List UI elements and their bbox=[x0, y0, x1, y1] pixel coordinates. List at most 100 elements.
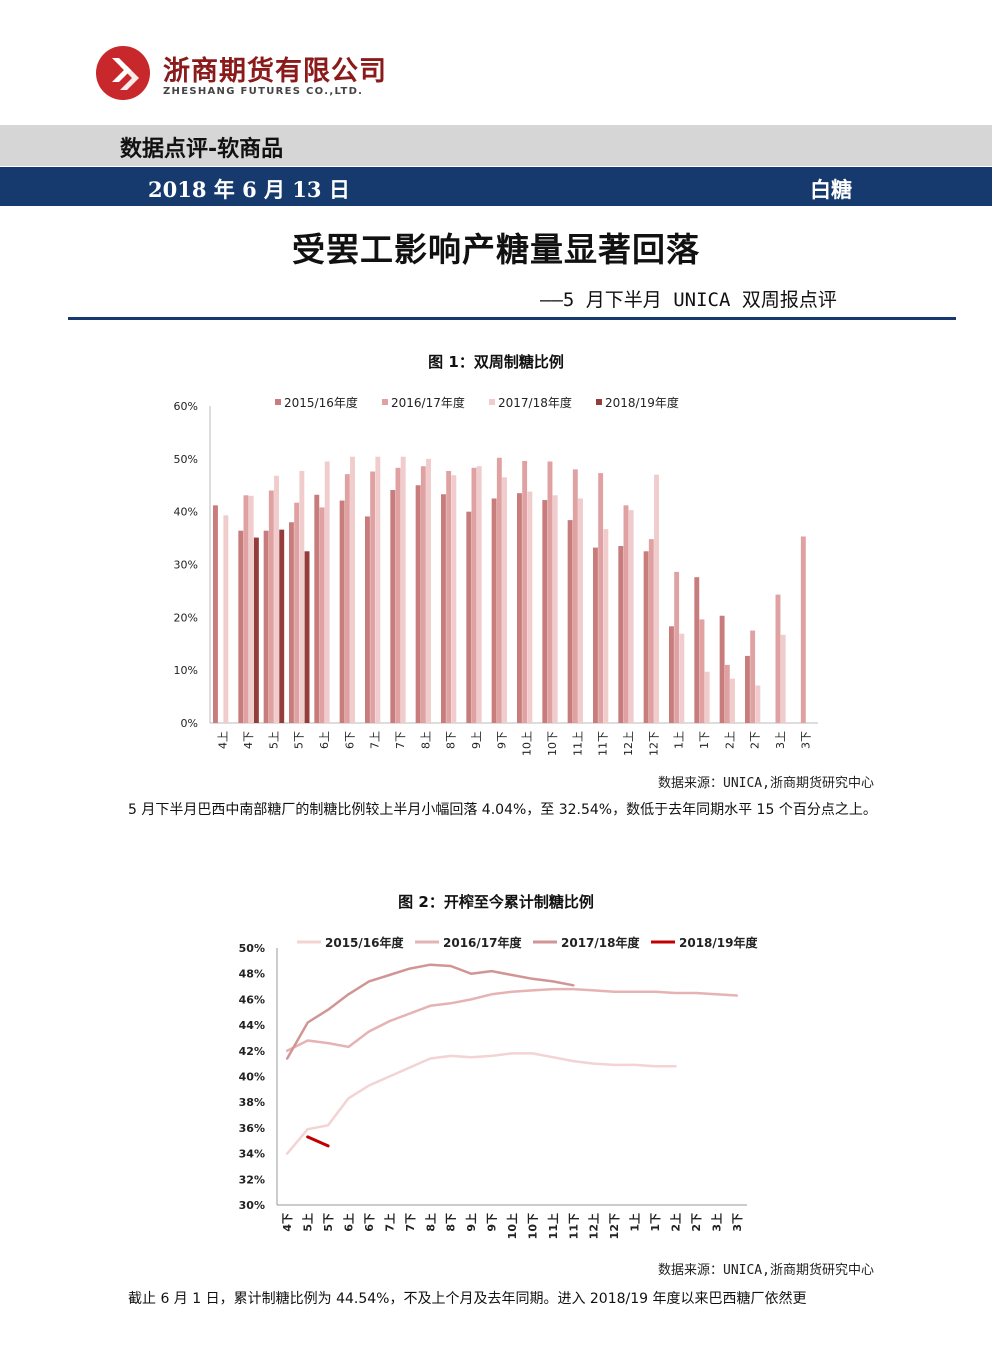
bar-2 bbox=[395, 467, 401, 723]
bar-1 bbox=[593, 547, 598, 723]
bar-3 bbox=[603, 529, 609, 723]
y-tick-label: 60% bbox=[174, 400, 198, 413]
date-band bbox=[0, 167, 992, 206]
bar-3 bbox=[527, 491, 533, 723]
bar-1 bbox=[263, 530, 269, 723]
x-tick-label: 11上 bbox=[571, 731, 584, 756]
legend-swatch bbox=[596, 399, 602, 405]
x-tick-label: 6上 bbox=[342, 1213, 356, 1232]
x-tick-label: 7上 bbox=[382, 1213, 396, 1232]
x-tick-label: 8下 bbox=[445, 1213, 458, 1232]
x-tick-label: 5下 bbox=[293, 731, 306, 749]
bar-3 bbox=[679, 633, 685, 723]
x-tick-label: 3上 bbox=[774, 731, 787, 749]
bar-1 bbox=[289, 522, 294, 723]
product-label: 白糖 bbox=[810, 178, 852, 202]
x-tick-label: 6下 bbox=[343, 731, 356, 749]
bar-2 bbox=[800, 536, 806, 723]
bar-2 bbox=[775, 594, 781, 723]
bar-2 bbox=[547, 461, 553, 723]
bar-1 bbox=[542, 500, 548, 723]
x-tick-label: 8上 bbox=[419, 731, 432, 749]
y-tick-label: 34% bbox=[239, 1148, 265, 1161]
x-tick-label: 5上 bbox=[267, 731, 280, 749]
bar-3 bbox=[324, 461, 330, 723]
bar-2 bbox=[268, 490, 274, 723]
bar-1 bbox=[618, 546, 624, 723]
bar-2 bbox=[699, 619, 705, 723]
legend-label: 2015/16年度 bbox=[325, 935, 404, 950]
x-tick-label: 9下 bbox=[486, 1213, 499, 1232]
y-tick-label: 30% bbox=[239, 1199, 265, 1212]
y-tick-label: 10% bbox=[174, 664, 198, 677]
legend-swatch bbox=[382, 399, 388, 405]
bar-2 bbox=[750, 630, 756, 723]
x-tick-label: 4下 bbox=[281, 1213, 294, 1232]
category-label: 数据点评-软商品 bbox=[120, 137, 284, 162]
bar-1 bbox=[567, 520, 573, 723]
bar-3 bbox=[730, 678, 735, 723]
y-tick-label: 38% bbox=[239, 1096, 265, 1109]
company-name-en: ZHESHANG FUTURES CO.,LTD. bbox=[163, 86, 364, 97]
x-tick-label: 9上 bbox=[464, 1213, 478, 1232]
bar-4 bbox=[279, 529, 285, 723]
bar-1 bbox=[441, 494, 446, 723]
bar-3 bbox=[704, 671, 710, 723]
legend-label: 2018/19年度 bbox=[605, 395, 679, 410]
x-tick-label: 12下 bbox=[647, 731, 660, 756]
x-tick-label: 7下 bbox=[404, 1213, 417, 1232]
x-tick-label: 1下 bbox=[649, 1213, 662, 1232]
figure2-title: 图 2：开榨至今累计制糖比例 bbox=[398, 893, 594, 911]
bar-3 bbox=[552, 495, 558, 723]
x-tick-label: 5下 bbox=[322, 1213, 335, 1232]
y-tick-label: 20% bbox=[174, 611, 198, 624]
title-divider bbox=[68, 317, 956, 320]
x-tick-label: 11上 bbox=[546, 1213, 560, 1239]
bar-3 bbox=[476, 466, 482, 723]
bar-3 bbox=[628, 510, 634, 723]
bar-2 bbox=[572, 469, 578, 723]
bar-3 bbox=[578, 498, 583, 723]
legend-label: 2015/16年度 bbox=[284, 395, 358, 410]
y-tick-label: 36% bbox=[239, 1122, 265, 1135]
x-tick-label: 11下 bbox=[567, 1213, 580, 1239]
x-tick-label: 7下 bbox=[394, 731, 407, 749]
bar-1 bbox=[517, 493, 522, 723]
legend-label: 2017/18年度 bbox=[561, 935, 640, 950]
bar-3 bbox=[654, 474, 659, 723]
x-tick-label: 6上 bbox=[318, 731, 331, 749]
bar-1 bbox=[669, 626, 674, 723]
x-tick-label: 12上 bbox=[622, 731, 635, 756]
figure1-title: 图 1：双周制糖比例 bbox=[428, 353, 564, 371]
y-tick-label: 32% bbox=[239, 1173, 265, 1186]
bar-3 bbox=[248, 495, 254, 723]
x-tick-label: 12上 bbox=[587, 1213, 601, 1239]
x-tick-label: 4下 bbox=[242, 731, 255, 749]
bar-2 bbox=[243, 495, 249, 723]
legend-label: 2016/17年度 bbox=[391, 395, 465, 410]
bar-3 bbox=[502, 477, 507, 723]
figure2-line-chart: 30% 32% 34% 36% 38% 40% 42% 44% 46% 48% 50% 4下 5上 5下 6… bbox=[239, 935, 759, 1239]
x-tick-label: 10下 bbox=[546, 731, 559, 756]
bar-2 bbox=[420, 466, 426, 723]
x-tick-label: 6下 bbox=[363, 1213, 376, 1232]
y-tick-label: 42% bbox=[239, 1045, 265, 1058]
y-tick-label: 50% bbox=[174, 453, 198, 466]
x-tick-label: 2下 bbox=[749, 731, 762, 749]
bar-1 bbox=[415, 485, 421, 723]
bar-2 bbox=[496, 457, 502, 723]
bar-3 bbox=[375, 456, 381, 723]
bar-2 bbox=[446, 470, 452, 723]
bar-3 bbox=[274, 475, 279, 723]
bar-1 bbox=[213, 505, 218, 723]
x-tick-label: 8下 bbox=[445, 731, 458, 749]
bar-2 bbox=[674, 571, 680, 723]
x-tick-label: 5上 bbox=[301, 1213, 315, 1232]
x-tick-label: 10上 bbox=[505, 1213, 519, 1239]
y-tick-label: 40% bbox=[174, 506, 198, 519]
bar-2 bbox=[471, 467, 477, 723]
bar-4 bbox=[304, 551, 310, 723]
legend-label: 2018/19年度 bbox=[679, 935, 758, 950]
bar-1 bbox=[719, 615, 725, 723]
bar-1 bbox=[339, 500, 345, 723]
